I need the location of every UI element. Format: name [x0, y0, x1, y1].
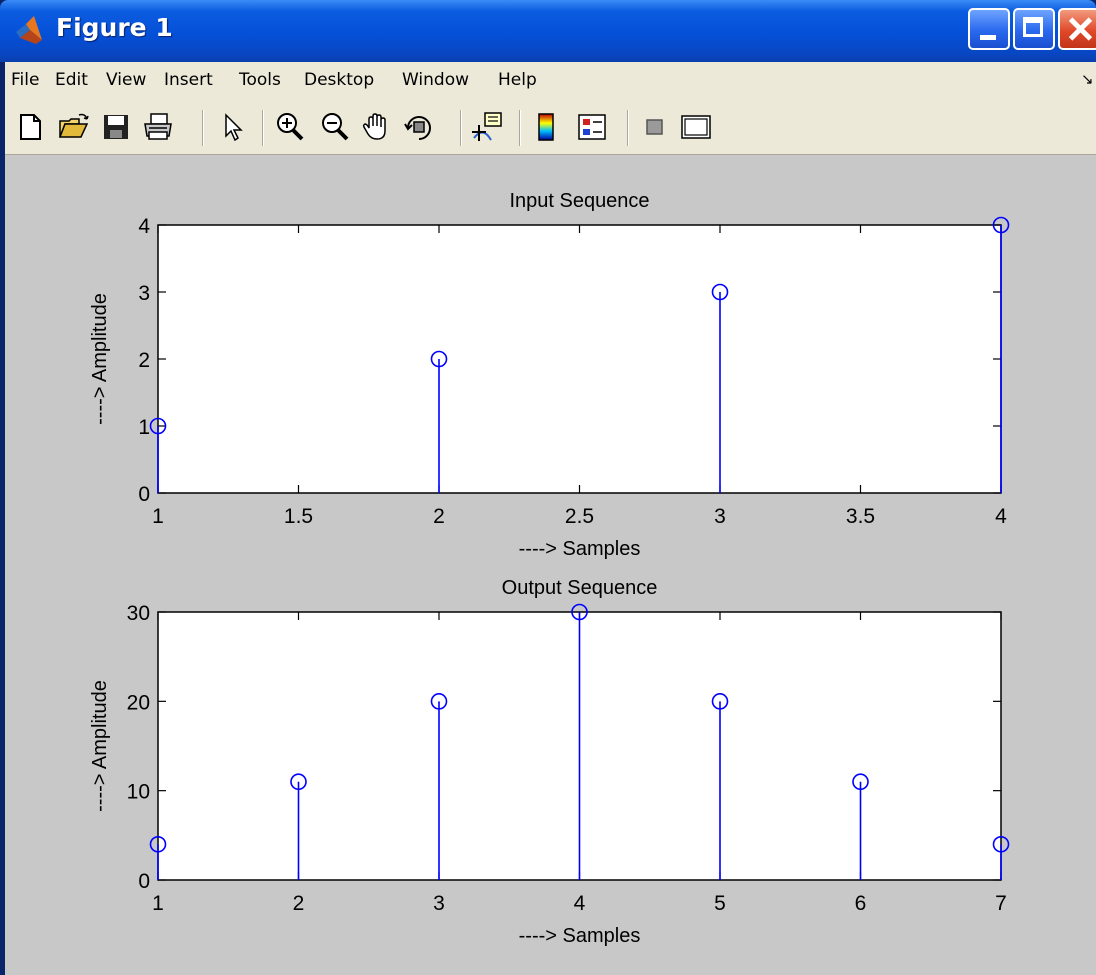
- chart-2-stem-marker: [992, 835, 1010, 853]
- chart-1-y-tick-label: 4: [138, 215, 150, 238]
- open-folder-icon[interactable]: [57, 110, 91, 144]
- chart-1-title: Input Sequence: [509, 190, 649, 212]
- chart-2-y-tick-label: 10: [127, 781, 150, 804]
- zoom-out-icon[interactable]: [318, 110, 352, 144]
- chart-2-x-tick-label: 4: [574, 892, 586, 915]
- toolbar-separator: [627, 110, 629, 146]
- zoom-in-icon[interactable]: [273, 110, 307, 144]
- figure-toolbar: [5, 102, 1096, 155]
- chart-2-x-tick-label: 7: [995, 892, 1007, 915]
- chart-1-x-label: ----> Samples: [519, 538, 641, 560]
- figure-canvas[interactable]: 1 1.5 2 2.5 3 3.5 4 0 1 2 3 4 Input Sequence ----> Sa…: [5, 155, 1096, 975]
- window-title: Figure 1: [56, 13, 173, 42]
- save-icon[interactable]: [99, 110, 133, 144]
- minimize-button[interactable]: [968, 8, 1010, 50]
- menu-insert[interactable]: Insert: [164, 70, 213, 90]
- chart-2-y-tick-label: 30: [127, 602, 150, 625]
- chart-2-stem-marker: [852, 773, 869, 791]
- chart-1-axes[interactable]: [157, 224, 1002, 494]
- show-plot-tools-icon[interactable]: [679, 110, 713, 144]
- rotate-3d-icon[interactable]: [402, 110, 436, 144]
- matlab-logo-icon: [16, 16, 42, 44]
- chart-2-x-tick-label: 2: [293, 892, 305, 915]
- hide-plot-tools-icon[interactable]: [638, 110, 672, 144]
- chart-2-title: Output Sequence: [502, 577, 658, 599]
- chart-2-y-label: ----> Amplitude: [89, 680, 111, 812]
- chart-1-x-tick-label: 1.5: [284, 505, 313, 528]
- chart-2-x-tick-label: 1: [152, 892, 164, 915]
- maximize-button[interactable]: [1013, 8, 1055, 50]
- menu-window[interactable]: Window: [402, 70, 470, 90]
- chart-2-y-tick-label: 20: [127, 691, 150, 714]
- toolbar-separator: [202, 110, 204, 146]
- menu-desktop[interactable]: Desktop: [304, 70, 375, 90]
- menu-file[interactable]: File: [11, 70, 40, 90]
- chart-1-y-tick-label: 1: [138, 416, 150, 439]
- chart-1-x-tick-label: 3.5: [846, 505, 875, 528]
- chart-1-y-tick-label: 2: [138, 349, 150, 372]
- new-file-icon[interactable]: [13, 110, 47, 144]
- chart-2-stem-marker: [149, 835, 167, 853]
- toolbar-separator: [262, 110, 264, 146]
- chart-1-stem-marker: [149, 417, 167, 435]
- print-icon[interactable]: [141, 110, 175, 144]
- chart-2-y-tick-label: 0: [138, 870, 150, 893]
- chart-2-x-tick-label: 3: [433, 892, 445, 915]
- chart-2-stem-marker: [290, 773, 307, 791]
- pan-hand-icon[interactable]: [359, 110, 393, 144]
- close-button[interactable]: [1058, 8, 1096, 50]
- chart-2-stem-marker: [711, 693, 729, 710]
- chart-1-stem-marker: [992, 216, 1010, 234]
- chart-1-x-tick-label: 1: [152, 505, 164, 528]
- toolbar-separator: [519, 110, 521, 146]
- legend-icon[interactable]: [575, 110, 609, 144]
- menu-view[interactable]: View: [106, 70, 147, 90]
- chart-1-stem-marker: [430, 350, 448, 368]
- data-cursor-icon[interactable]: [471, 110, 505, 144]
- chart-2-stem-marker: [430, 693, 448, 710]
- menubar-dock-arrow-icon[interactable]: ↘: [1081, 71, 1094, 88]
- chart-2-stem-marker: [571, 603, 588, 621]
- chart-1-x-tick-label: 4: [995, 505, 1007, 528]
- chart-1-x-tick-label: 2: [433, 505, 445, 528]
- chart-2-x-tick-label: 6: [855, 892, 867, 915]
- chart-1-y-tick-label: 0: [138, 483, 150, 506]
- title-bar[interactable]: Figure 1: [0, 0, 1096, 62]
- menu-help[interactable]: Help: [498, 70, 537, 90]
- toolbar-separator: [460, 110, 462, 146]
- menu-bar: File Edit View Insert Tools Desktop Wind…: [5, 62, 1096, 102]
- chart-1-x-tick-label: 3: [714, 505, 726, 528]
- chart-2-x-label: ----> Samples: [519, 925, 641, 947]
- chart-1-y-tick-label: 3: [138, 282, 150, 305]
- colorbar-icon[interactable]: [530, 110, 564, 144]
- menu-edit[interactable]: Edit: [55, 70, 88, 90]
- chart-1-x-tick-label: 2.5: [565, 505, 594, 528]
- menu-tools[interactable]: Tools: [239, 70, 281, 90]
- chart-2-x-tick-label: 5: [714, 892, 726, 915]
- pointer-arrow-icon[interactable]: [216, 110, 250, 144]
- chart-1-stem-marker: [711, 283, 729, 301]
- chart-1-y-label: ----> Amplitude: [89, 293, 111, 425]
